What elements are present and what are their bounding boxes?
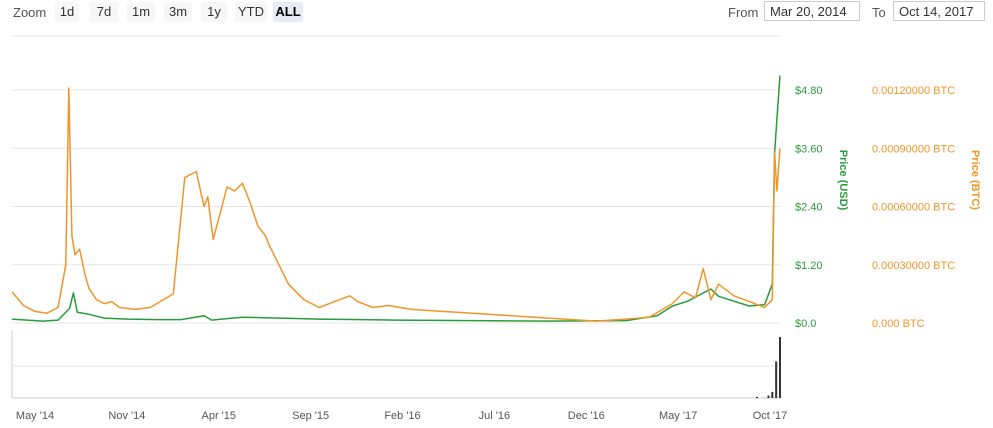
volume-bar [771, 391, 774, 398]
x-tick-label: Nov '14 [108, 410, 145, 422]
btc-tick-label: 0.000 BTC [872, 318, 925, 330]
usd-tick-label: $2.40 [795, 202, 823, 214]
usd-tick-label: $0.0 [795, 318, 816, 330]
zoom-3m-button[interactable]: 3m [164, 2, 192, 22]
x-tick-label: May '14 [16, 410, 54, 422]
zoom-label: Zoom [13, 5, 47, 20]
x-tick-label: Dec '16 [568, 410, 605, 422]
zoom-1m-button[interactable]: 1m [127, 2, 155, 22]
x-tick-label: Oct '17 [753, 410, 788, 422]
x-tick-label: Jul '16 [479, 410, 510, 422]
btc-tick-label: 0.00030000 BTC [872, 260, 955, 272]
x-tick-label: Apr '15 [201, 410, 236, 422]
chart-toolbar: Zoom 1d 7d 1m 3m 1y YTD ALL From To [0, 0, 993, 26]
x-tick-label: May '17 [659, 410, 697, 422]
btc-price-line [11, 87, 781, 322]
volume-bar [755, 396, 758, 398]
x-tick-label: Sep '15 [292, 410, 329, 422]
from-date-input[interactable] [764, 1, 860, 21]
usd-tick-label: $1.20 [795, 260, 823, 272]
zoom-1d-button[interactable]: 1d [55, 2, 79, 22]
btc-tick-label: 0.00060000 BTC [872, 202, 955, 214]
zoom-1y-button[interactable]: 1y [201, 2, 227, 22]
from-label: From [728, 5, 759, 20]
volume-bar [775, 361, 778, 398]
usd-price-line [11, 75, 781, 322]
zoom-ytd-button[interactable]: YTD [235, 2, 267, 22]
usd-axis-title: Price (USD) [837, 150, 849, 211]
btc-tick-label: 0.00090000 BTC [872, 143, 955, 155]
axes: $0.0 0.000 BTC $1.20 0.00030000 BTC $2.40 0.0… [16, 85, 981, 422]
x-tick-label: Feb '16 [384, 410, 420, 422]
btc-tick-label: 0.00120000 BTC [872, 85, 955, 97]
volume-bars [755, 337, 781, 398]
usd-tick-label: $3.60 [795, 143, 823, 155]
to-date-input[interactable] [893, 1, 985, 21]
zoom-7d-button[interactable]: 7d [90, 2, 118, 22]
btc-axis-title: Price (BTC) [969, 150, 981, 210]
volume-bar [767, 395, 770, 398]
zoom-all-button[interactable]: ALL [273, 2, 303, 22]
to-label: To [872, 5, 886, 20]
volume-bar [779, 337, 781, 398]
series-lines [11, 75, 781, 322]
grid-lines [11, 35, 780, 399]
usd-tick-label: $4.80 [795, 85, 823, 97]
